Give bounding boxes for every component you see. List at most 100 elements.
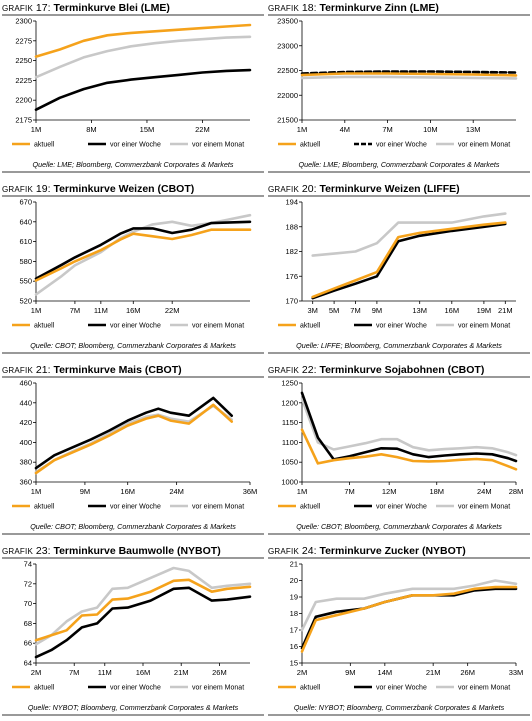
y-tick-label: 1050 xyxy=(281,458,298,467)
x-tick-label: 3M xyxy=(307,306,317,315)
x-tick-label: 26M xyxy=(212,668,227,677)
legend-label-woche: vor einer Woche xyxy=(110,685,161,692)
y-tick-label: 16 xyxy=(290,642,298,651)
chart-title-number: 18: xyxy=(301,2,317,14)
x-tick-label: 5M xyxy=(329,306,339,315)
x-tick-label: 16M xyxy=(136,668,151,677)
chart-title-prefix: Grafik xyxy=(2,4,33,13)
legend-label-monat: vor einem Monat xyxy=(458,142,510,149)
chart-panel-21: Grafik 21: Terminkurve Mais (CBOT) 460 44… xyxy=(2,362,264,540)
chart-panel-17: Grafik 17: Terminkurve Blei (LME) 2300 22… xyxy=(2,0,264,178)
chart-panel-20: Grafik 20: Terminkurve Weizen (LIFFE) 19… xyxy=(268,181,530,359)
legend-label-woche: vor einer Woche xyxy=(376,323,427,330)
x-tick-label: 14M xyxy=(378,668,393,677)
y-tick-label: 2300 xyxy=(15,17,32,26)
chart-title-prefix: Grafik xyxy=(268,185,299,194)
chart-title-number: 23: xyxy=(35,545,51,557)
x-tick-label: 1M xyxy=(297,125,307,134)
legend-label-woche: vor einer Woche xyxy=(376,504,427,511)
legend-label-monat: vor einem Monat xyxy=(458,685,510,692)
series-line-aktuell xyxy=(34,578,252,642)
series-line-woche xyxy=(300,391,518,463)
series-line-woche xyxy=(34,586,252,659)
y-tick-label: 70 xyxy=(24,599,32,608)
x-tick-label: 7M xyxy=(382,125,392,134)
title-rule xyxy=(2,195,264,197)
bottom-rule xyxy=(268,714,530,716)
x-tick-label: 8M xyxy=(86,125,96,134)
x-tick-label: 16M xyxy=(120,487,135,496)
y-tick-label: 64 xyxy=(24,659,32,668)
x-tick-label: 21M xyxy=(174,668,189,677)
series-line-monat xyxy=(34,404,233,474)
title-rule xyxy=(268,195,530,197)
y-tick-label: 360 xyxy=(19,478,32,487)
legend-label-aktuell: aktuell xyxy=(300,685,321,692)
chart-panel-23: Grafik 23: Terminkurve Baumwolle (NYBOT)… xyxy=(2,543,264,721)
series-line-monat xyxy=(34,566,252,646)
y-tick-label: 2200 xyxy=(15,96,32,105)
x-tick-label: 16M xyxy=(126,306,141,315)
legend-label-woche: vor einer Woche xyxy=(110,323,161,330)
chart-title: Grafik 18: Terminkurve Zinn (LME) xyxy=(268,2,439,14)
chart-title-text: Terminkurve Zucker (NYBOT) xyxy=(319,545,466,557)
legend-label-monat: vor einem Monat xyxy=(192,323,244,330)
y-tick-label: 1150 xyxy=(282,418,298,427)
y-tick-label: 610 xyxy=(19,237,32,246)
y-tick-label: 19 xyxy=(290,593,298,602)
chart-title-text: Terminkurve Zinn (LME) xyxy=(319,2,439,14)
y-tick-label: 176 xyxy=(285,272,298,281)
legend-label-aktuell: aktuell xyxy=(300,142,321,149)
chart-panel-22: Grafik 22: Terminkurve Sojabohnen (CBOT)… xyxy=(268,362,530,540)
legend-label-woche: vor einer Woche xyxy=(110,142,161,149)
bottom-rule xyxy=(2,714,264,716)
x-tick-label: 21M xyxy=(498,306,513,315)
y-tick-label: 1200 xyxy=(281,398,298,407)
x-tick-label: 7M xyxy=(344,487,354,496)
chart-title-prefix: Grafik xyxy=(268,547,299,556)
series-line-aktuell xyxy=(300,72,518,77)
y-tick-label: 520 xyxy=(19,297,32,306)
chart-title: Grafik 23: Terminkurve Baumwolle (NYBOT) xyxy=(2,545,221,557)
chart-panel-18: Grafik 18: Terminkurve Zinn (LME) 23500 2… xyxy=(268,0,530,178)
chart-title-text: Terminkurve Blei (LME) xyxy=(53,2,170,14)
x-tick-label: 26M xyxy=(460,668,475,677)
series-line-aktuell xyxy=(34,23,252,58)
series-line-monat xyxy=(300,579,518,632)
bottom-rule xyxy=(2,352,264,354)
chart-title-prefix: Grafik xyxy=(2,366,33,375)
y-tick-label: 670 xyxy=(19,198,32,207)
x-tick-label: 7M xyxy=(69,668,79,677)
x-tick-label: 15M xyxy=(140,125,155,134)
x-tick-label: 22M xyxy=(195,125,210,134)
y-tick-label: 1250 xyxy=(281,379,298,388)
legend-label-monat: vor einem Monat xyxy=(192,685,244,692)
series-line-woche xyxy=(34,68,252,111)
x-tick-label: 16M xyxy=(445,306,460,315)
chart-title-number: 21: xyxy=(35,364,51,376)
series-line-woche xyxy=(34,220,252,280)
title-rule xyxy=(2,557,264,559)
legend-label-woche: vor einer Woche xyxy=(110,504,161,511)
series-line-monat xyxy=(311,212,507,257)
chart-source: Quelle: CBOT; Bloomberg, Commerzbank Cor… xyxy=(30,341,236,350)
y-tick-label: 170 xyxy=(285,297,298,306)
y-tick-label: 194 xyxy=(285,198,298,207)
chart-title-number: 20: xyxy=(301,183,317,195)
series-line-aktuell xyxy=(34,228,252,282)
legend-label-monat: vor einem Monat xyxy=(192,504,244,511)
chart-source: Quelle: LIFFE; Bloomberg, Commerzbank Co… xyxy=(296,341,502,350)
title-rule xyxy=(268,557,530,559)
bottom-rule xyxy=(268,533,530,535)
y-tick-label: 20 xyxy=(290,576,298,585)
chart-title-number: 24: xyxy=(301,545,317,557)
x-tick-label: 11M xyxy=(98,668,112,677)
chart-source: Quelle: LME; Bloomberg, Commerzbank Corp… xyxy=(32,160,234,169)
chart-title-number: 17: xyxy=(35,2,51,14)
series-line-aktuell xyxy=(34,403,233,475)
y-tick-label: 2175 xyxy=(15,116,32,125)
